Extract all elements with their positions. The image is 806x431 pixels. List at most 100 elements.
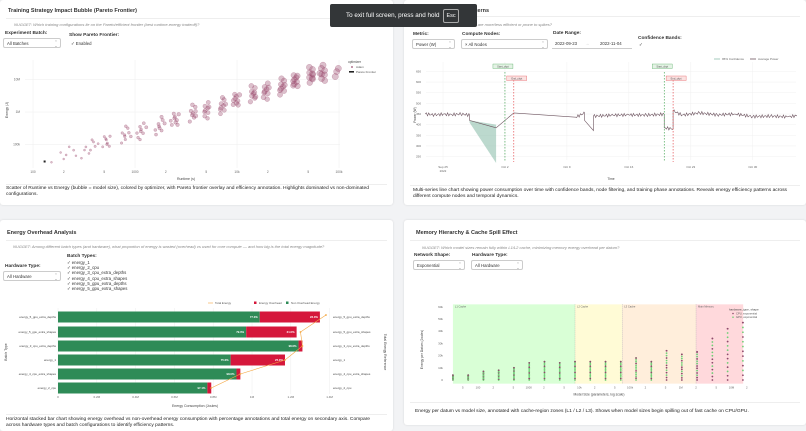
data-point [696, 372, 699, 374]
data-point [665, 354, 668, 357]
data-point [665, 371, 668, 374]
batch-type-checkbox[interactable]: ✓ energy_2_cpu [67, 265, 100, 271]
chart-description: Horizontal stacked bar chart showing ene… [6, 417, 371, 429]
data-point [741, 331, 744, 334]
data-point [696, 358, 699, 360]
date-end-input[interactable]: 2022-11-04 [600, 41, 622, 46]
data-point [90, 138, 94, 142]
batch-type-checkbox[interactable]: ✓ energy_5_gpu_extra_depths [67, 280, 127, 286]
x-axis-label: Energy Consumption (Joules) [172, 404, 218, 408]
batch-type-checkbox[interactable]: ✓ energy_5_gpu_extra_shapes [67, 286, 128, 292]
data-point [650, 362, 653, 365]
date-start-input[interactable]: 2022-09-23 [555, 41, 577, 46]
y-tick-label: 10M [14, 78, 21, 82]
legend-entry: Energy Overhead [259, 301, 282, 305]
data-point [650, 368, 653, 371]
divider [410, 185, 800, 186]
data-point [665, 366, 668, 369]
data-point [711, 368, 714, 371]
x-tick-label: 2 [594, 386, 596, 390]
total-energy-point [239, 373, 242, 375]
total-energy-point [301, 345, 304, 347]
batch-type-checkbox[interactable]: ✓ energy_3_cpu_extra_depths [67, 270, 127, 276]
data-point [558, 371, 561, 374]
data-point [558, 363, 561, 366]
y-axis-label: Energy (J) [5, 102, 9, 118]
data-point [543, 369, 546, 372]
data-point [528, 370, 531, 373]
legend-entry: Average Power [758, 57, 778, 61]
data-point [635, 366, 637, 369]
x-tick-label: 5 [103, 170, 105, 174]
overhead-bar [298, 340, 303, 352]
data-point [711, 365, 714, 368]
data-point [558, 369, 561, 371]
chart-description: Multi-series line chart showing power co… [413, 188, 787, 200]
data-point [528, 376, 531, 379]
batch-types-list: ✓ energy_1 ✓ energy_2_cpu ✓ energy_3_cpu_e… [67, 260, 127, 291]
x-tick-label: 0.8M [210, 395, 217, 399]
y2-category-label: energy_1 [333, 358, 345, 362]
data-point [218, 101, 224, 107]
overhead-panel: Energy Overhead Analysis NUGGET: Among d… [0, 220, 393, 431]
data-point [635, 379, 637, 381]
batch-type-checkbox[interactable]: ✓ energy_1 [67, 260, 90, 265]
data-point [62, 157, 65, 161]
date-label: Date Range: [553, 31, 581, 36]
data-point [589, 373, 592, 375]
data-point [528, 363, 531, 366]
data-point [558, 379, 561, 381]
data-point [665, 369, 668, 372]
data-point [604, 368, 607, 371]
data-point [635, 369, 637, 372]
data-point [101, 145, 105, 149]
data-point [726, 336, 729, 339]
data-point [574, 377, 576, 380]
metric-select[interactable]: Power (W) [412, 39, 455, 49]
data-point [123, 137, 127, 141]
data-point [319, 61, 327, 69]
data-point [741, 340, 744, 343]
data-point [206, 104, 212, 110]
pareto-checkbox[interactable]: ✓ Enabled [71, 41, 92, 46]
data-point [680, 364, 683, 366]
data-point [89, 148, 92, 152]
hardware-select[interactable]: All Hardware [3, 271, 61, 281]
data-point [162, 121, 167, 126]
x-tick-label: 100k [627, 386, 634, 390]
annotation-label: Start_ckpt [656, 64, 668, 68]
data-point [680, 366, 683, 369]
data-point [589, 371, 592, 374]
nodes-select[interactable]: × All Nodes [461, 39, 548, 49]
shape-select[interactable]: Exponential [413, 260, 465, 270]
percent-label: 77.0% [250, 315, 258, 319]
data-point [680, 379, 683, 381]
batch-select[interactable]: All Batches [3, 38, 61, 48]
annotation-label: End_ckpt [511, 76, 522, 80]
y-tick-label: 1M [16, 110, 21, 114]
data-point [50, 161, 53, 164]
data-point [726, 362, 729, 364]
x-tick-label: 0.6M [171, 395, 178, 399]
data-point [741, 350, 744, 353]
data-point [558, 373, 561, 376]
data-point [333, 68, 340, 75]
data-point [726, 374, 729, 377]
batch-type-checkbox[interactable]: ✓ energy_4_cpu_extra_shapes [67, 275, 128, 281]
data-point [154, 132, 158, 137]
data-point [680, 368, 683, 371]
data-point [193, 113, 198, 119]
data-point [558, 374, 561, 377]
confidence-checkbox[interactable]: ✓ [639, 42, 643, 47]
data-point [528, 362, 531, 364]
data-point [665, 376, 668, 379]
data-point [335, 65, 342, 72]
data-point [650, 365, 653, 368]
hardware-select[interactable]: All Hardware [471, 260, 523, 270]
data-point [619, 374, 622, 377]
panel-title: Memory Hierarchy & Cache Spill Effect [416, 230, 518, 236]
data-point [574, 369, 576, 372]
y2-axis-label: Total Energy Reference [383, 334, 387, 371]
data-point [650, 363, 653, 366]
y-tick-label: 40k [438, 329, 443, 333]
